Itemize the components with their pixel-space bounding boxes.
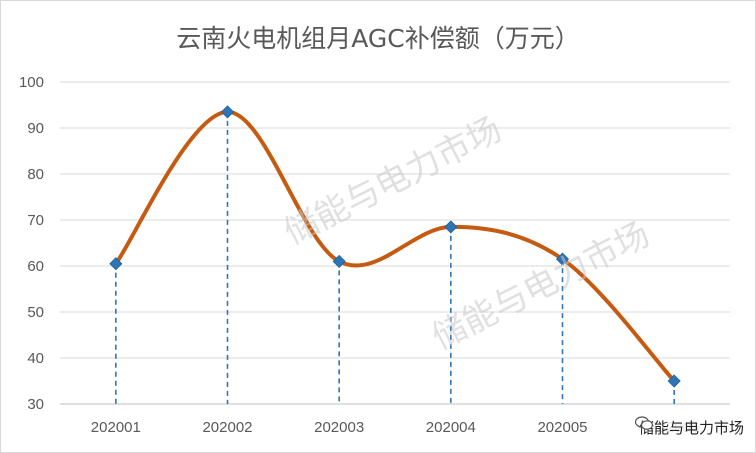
gridlines bbox=[60, 81, 730, 405]
y-tick-label: 90 bbox=[27, 120, 44, 137]
data-point-marker bbox=[555, 252, 570, 266]
y-tick-label: 30 bbox=[27, 396, 44, 413]
y-tick-label: 40 bbox=[27, 350, 44, 367]
wechat-icon bbox=[634, 416, 653, 430]
y-tick-label: 80 bbox=[27, 166, 44, 183]
series-line bbox=[113, 109, 677, 383]
data-point-marker bbox=[332, 254, 346, 268]
brand-badge: 储能与电力市场 bbox=[634, 416, 748, 439]
data-point-marker bbox=[444, 220, 458, 234]
watermark-2: 储能与电力市场 bbox=[426, 214, 656, 358]
data-point-marker bbox=[220, 105, 235, 119]
x-tick-label: 202001 bbox=[91, 419, 141, 436]
x-tick-label: 202005 bbox=[537, 419, 587, 436]
y-tick-label: 70 bbox=[27, 212, 44, 229]
brand-text: 储能与电力市场 bbox=[638, 419, 744, 437]
chart-title: 云南火电机组月AGC补偿额（万元） bbox=[176, 24, 580, 53]
x-tick-label: 202003 bbox=[314, 419, 364, 436]
markers bbox=[109, 105, 681, 388]
x-tick-label: 202004 bbox=[426, 419, 476, 436]
y-axis-ticks: 30 40 50 60 70 80 90 100 bbox=[19, 74, 44, 413]
y-tick-label: 100 bbox=[19, 74, 44, 91]
data-point-marker bbox=[667, 374, 681, 388]
watermark-1: 储能与电力市场 bbox=[278, 109, 508, 253]
x-tick-label: 202002 bbox=[202, 419, 252, 436]
y-tick-label: 50 bbox=[27, 304, 44, 321]
data-point-marker bbox=[109, 257, 123, 271]
y-tick-label: 60 bbox=[27, 258, 44, 275]
series-group bbox=[113, 109, 677, 383]
x-axis-ticks: 202001202002202003202004202005202006 bbox=[91, 419, 699, 436]
drop-lines bbox=[115, 111, 675, 404]
